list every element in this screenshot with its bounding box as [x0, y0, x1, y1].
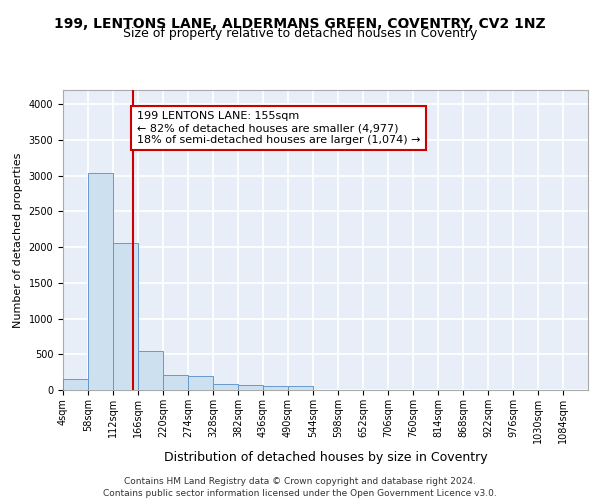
Bar: [138, 351, 163, 390]
Bar: [288, 386, 313, 390]
Text: 199 LENTONS LANE: 155sqm
← 82% of detached houses are smaller (4,977)
18% of sem: 199 LENTONS LANE: 155sqm ← 82% of detach…: [137, 112, 420, 144]
Text: Size of property relative to detached houses in Coventry: Size of property relative to detached ho…: [123, 28, 477, 40]
Bar: [188, 376, 213, 390]
Text: 199, LENTONS LANE, ALDERMANS GREEN, COVENTRY, CV2 1NZ: 199, LENTONS LANE, ALDERMANS GREEN, COVE…: [54, 18, 546, 32]
Bar: [213, 384, 238, 390]
X-axis label: Distribution of detached houses by size in Coventry: Distribution of detached houses by size …: [164, 451, 487, 464]
Bar: [88, 173, 113, 390]
Text: Contains HM Land Registry data © Crown copyright and database right 2024.
Contai: Contains HM Land Registry data © Crown c…: [103, 476, 497, 498]
Bar: [238, 386, 263, 390]
Bar: [163, 375, 188, 390]
Bar: [63, 380, 88, 390]
Bar: [263, 386, 288, 390]
Bar: [113, 243, 138, 390]
Y-axis label: Number of detached properties: Number of detached properties: [13, 152, 23, 328]
